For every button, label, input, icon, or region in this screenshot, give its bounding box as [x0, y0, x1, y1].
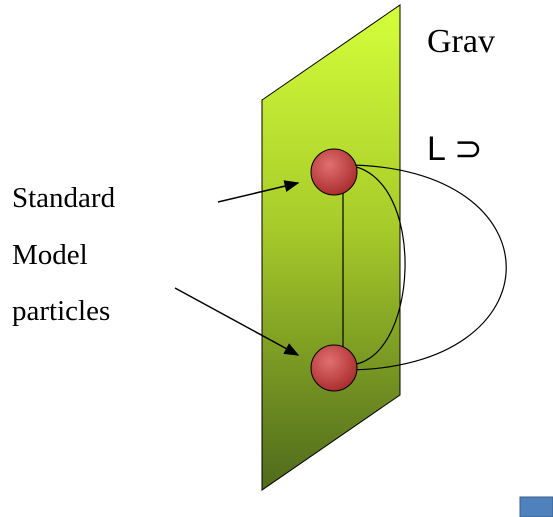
formula: L ⊃ — [427, 130, 483, 168]
label-line: Standard — [12, 182, 116, 214]
brane — [262, 5, 400, 490]
corner-box — [520, 497, 553, 517]
particle — [311, 345, 357, 391]
label-line: particles — [12, 295, 110, 327]
label-line: Model — [12, 239, 88, 271]
heading: Grav — [427, 23, 495, 60]
diagram: Grav L ⊃ Standard Model particles — [0, 0, 553, 517]
particle — [311, 149, 357, 195]
